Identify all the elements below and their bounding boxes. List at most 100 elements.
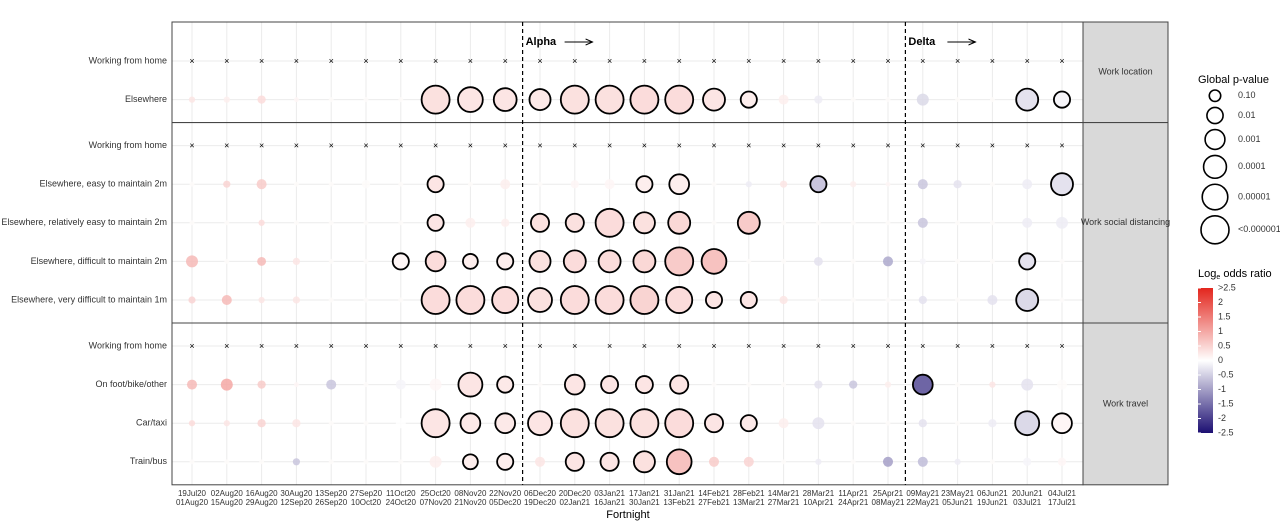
- reference-marker: ×: [189, 56, 194, 66]
- bubble: [257, 419, 266, 428]
- bubble: [361, 180, 371, 189]
- x-tick-label: 23May21: [941, 489, 974, 498]
- row-label: Elsewhere, very difficult to maintain 1m: [11, 294, 167, 304]
- x-tick-label: 10Apr21: [803, 498, 834, 507]
- legend-bubble: [1201, 183, 1229, 211]
- x-tick-label: 08May21: [872, 498, 905, 507]
- reference-marker: ×: [920, 56, 925, 66]
- bubble: [395, 379, 406, 390]
- bubble: [814, 380, 823, 389]
- bubble: [702, 87, 726, 112]
- bubble: [885, 97, 891, 103]
- bubble: [420, 84, 451, 115]
- reference-marker: ×: [711, 341, 716, 351]
- bubble: [1022, 217, 1033, 228]
- bubble: [882, 256, 894, 267]
- reference-marker: ×: [607, 341, 612, 351]
- legend-title-part: odds ratio: [1220, 268, 1271, 280]
- bubble: [223, 420, 230, 427]
- color-tick-label: 2: [1218, 297, 1223, 307]
- reference-marker: ×: [816, 140, 821, 150]
- bubble: [1018, 252, 1037, 271]
- bubble: [292, 419, 301, 428]
- reference-marker: ×: [189, 341, 194, 351]
- bubble: [328, 220, 334, 226]
- bubble: [1015, 288, 1040, 312]
- x-tick-label: 07Nov20: [420, 498, 453, 507]
- reference-marker: ×: [746, 56, 751, 66]
- reference-marker: ×: [537, 341, 542, 351]
- color-tick-label: 0.5: [1218, 340, 1231, 350]
- bubble: [501, 218, 510, 227]
- x-tick-label: 17Jul21: [1048, 498, 1077, 507]
- bubble: [363, 258, 369, 264]
- bubble: [955, 97, 961, 103]
- reference-marker: ×: [329, 56, 334, 66]
- legend-title: Loge odds ratio: [1198, 268, 1272, 281]
- x-axis-title: Fortnight: [606, 509, 649, 521]
- x-tick-label: 30Aug20: [280, 489, 313, 498]
- color-tick-label: 1.5: [1218, 311, 1231, 321]
- x-tick-label: 17Jan21: [629, 489, 660, 498]
- bubble: [814, 95, 823, 104]
- x-tick-label: 03Jan21: [594, 489, 625, 498]
- x-tick-label: 20Jun21: [1012, 489, 1043, 498]
- bubble: [884, 381, 892, 388]
- x-tick-label: 06Dec20: [524, 489, 557, 498]
- bubble: [559, 84, 590, 115]
- annotation: Delta: [908, 36, 936, 48]
- x-tick-label: 24Oct20: [386, 498, 417, 507]
- x-tick-label: 30Jan21: [629, 498, 660, 507]
- x-tick-label: 27Mar21: [768, 498, 800, 507]
- reference-marker: ×: [711, 56, 716, 66]
- reference-marker: ×: [572, 341, 577, 351]
- reference-marker: ×: [920, 140, 925, 150]
- bubble: [779, 295, 788, 305]
- bubble: [781, 220, 787, 226]
- legend-bubble: [1200, 215, 1230, 245]
- color-tick-label: -2.5: [1218, 427, 1234, 437]
- bubble: [850, 420, 856, 426]
- bubble: [363, 420, 369, 426]
- reference-marker: ×: [851, 140, 856, 150]
- bubble: [665, 286, 694, 314]
- bubble: [989, 459, 995, 465]
- x-tick-label: 16Aug20: [246, 489, 279, 498]
- row-label: Elsewhere, relatively easy to maintain 2…: [1, 217, 167, 227]
- color-tick-label: >2.5: [1218, 282, 1236, 292]
- bubble: [559, 408, 590, 439]
- row-label: Car/taxi: [136, 418, 167, 428]
- x-tick-label: 19Jul20: [178, 489, 207, 498]
- reference-marker: ×: [503, 56, 508, 66]
- legend-label: <0.000001: [1238, 224, 1280, 234]
- reference-marker: ×: [990, 56, 995, 66]
- bubble: [496, 252, 515, 271]
- annotation: Alpha: [526, 36, 557, 48]
- bubble: [815, 458, 822, 465]
- reference-marker: ×: [677, 56, 682, 66]
- bubble: [989, 181, 995, 187]
- bubble: [882, 456, 894, 467]
- bubble: [328, 258, 334, 264]
- bubble: [885, 181, 891, 187]
- row-label: Elsewhere, easy to maintain 2m: [39, 179, 167, 189]
- bubble: [635, 175, 654, 194]
- x-tick-label: 14Mar21: [768, 489, 800, 498]
- bubble: [398, 97, 404, 103]
- reference-marker: ×: [363, 341, 368, 351]
- bubble: [700, 248, 728, 275]
- bubble: [885, 297, 891, 303]
- reference-marker: ×: [468, 341, 473, 351]
- bubble: [594, 207, 625, 238]
- reference-marker: ×: [503, 341, 508, 351]
- reference-marker: ×: [224, 140, 229, 150]
- row-label: Train/bus: [130, 456, 168, 466]
- x-tick-label: 19Dec20: [524, 498, 557, 507]
- bubble: [1056, 216, 1068, 229]
- bubble: [705, 291, 723, 309]
- bubble: [564, 451, 585, 472]
- bubble: [850, 181, 857, 188]
- reference-marker: ×: [294, 341, 299, 351]
- bubble: [258, 219, 265, 226]
